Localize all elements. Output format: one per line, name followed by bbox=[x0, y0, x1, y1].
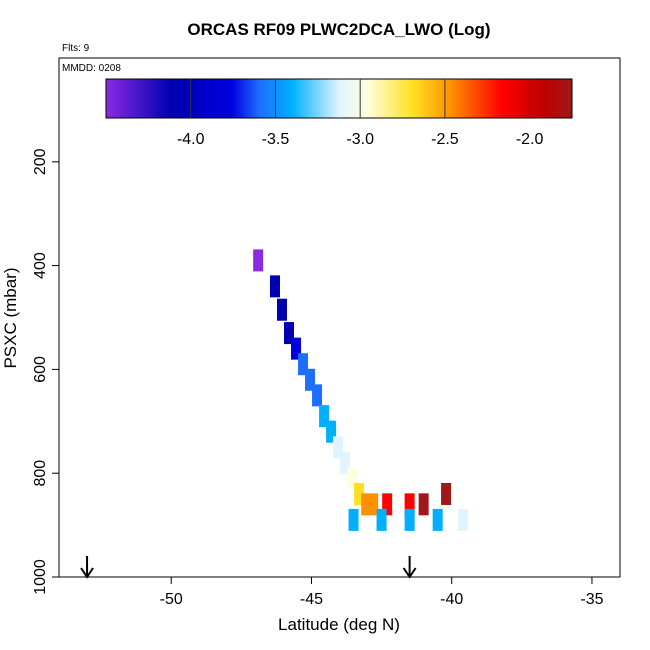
data-cell bbox=[276, 298, 287, 321]
data-cell bbox=[418, 493, 429, 516]
data-cell bbox=[404, 493, 415, 516]
colorbar-tick-label: -3.0 bbox=[346, 131, 374, 148]
x-tick-label: -35 bbox=[580, 591, 603, 608]
data-cell bbox=[348, 508, 359, 531]
data-cell bbox=[319, 405, 330, 428]
plot-frame bbox=[58, 57, 621, 578]
y-axis-label: PSXC (mbar) bbox=[1, 267, 20, 368]
y-tick-label: 200 bbox=[32, 148, 49, 175]
data-cell bbox=[326, 420, 337, 443]
data-cell bbox=[298, 353, 309, 376]
date-note: MMDD: 0208 bbox=[62, 63, 121, 74]
data-cell bbox=[404, 508, 415, 531]
x-tick-label: -45 bbox=[300, 591, 323, 608]
data-cell bbox=[312, 384, 323, 407]
y-tick-label: 400 bbox=[32, 252, 49, 279]
data-cell bbox=[284, 322, 295, 345]
colorbar-tick-label: -4.0 bbox=[177, 131, 205, 148]
x-tick-label: -40 bbox=[440, 591, 463, 608]
data-cell bbox=[457, 508, 468, 531]
y-tick-label: 800 bbox=[32, 460, 49, 487]
data-cell bbox=[368, 493, 379, 516]
data-cell bbox=[305, 368, 316, 391]
arrow-head bbox=[402, 567, 417, 579]
chart-title: ORCAS RF09 PLWC2DCA_LWO (Log) bbox=[187, 20, 490, 39]
data-cell bbox=[382, 493, 393, 516]
arrows bbox=[80, 556, 417, 579]
data-cells bbox=[253, 249, 468, 531]
y-tick-label: 1000 bbox=[32, 559, 49, 595]
x-axis-label: Latitude (deg N) bbox=[278, 615, 400, 634]
data-cell bbox=[376, 508, 387, 531]
y-axis: 200 400 600 800 1000 bbox=[32, 148, 59, 595]
y-tick-label: 600 bbox=[32, 356, 49, 383]
arrow-head bbox=[80, 567, 94, 579]
colorbar-tick-label: -3.5 bbox=[262, 131, 290, 148]
flights-note: Flts: 9 bbox=[62, 43, 90, 54]
colorbar bbox=[105, 78, 573, 119]
data-cell bbox=[347, 467, 358, 490]
data-cell bbox=[432, 508, 443, 531]
data-cell bbox=[333, 436, 344, 459]
colorbar-tick-label: -2.0 bbox=[516, 131, 544, 148]
colorbar-tick-label: -2.5 bbox=[431, 131, 459, 148]
data-cell bbox=[253, 249, 264, 272]
data-cell bbox=[340, 451, 351, 474]
data-cell bbox=[269, 275, 280, 298]
x-axis: -50 -45 -40 -35 bbox=[160, 577, 604, 608]
data-cell bbox=[441, 482, 452, 505]
data-cell bbox=[361, 493, 372, 516]
data-cell bbox=[291, 337, 302, 360]
x-tick-label: -50 bbox=[160, 591, 183, 608]
data-cell bbox=[354, 482, 365, 505]
colorbar-ticks: -4.0 -3.5 -3.0 -2.5 -2.0 bbox=[177, 79, 544, 148]
